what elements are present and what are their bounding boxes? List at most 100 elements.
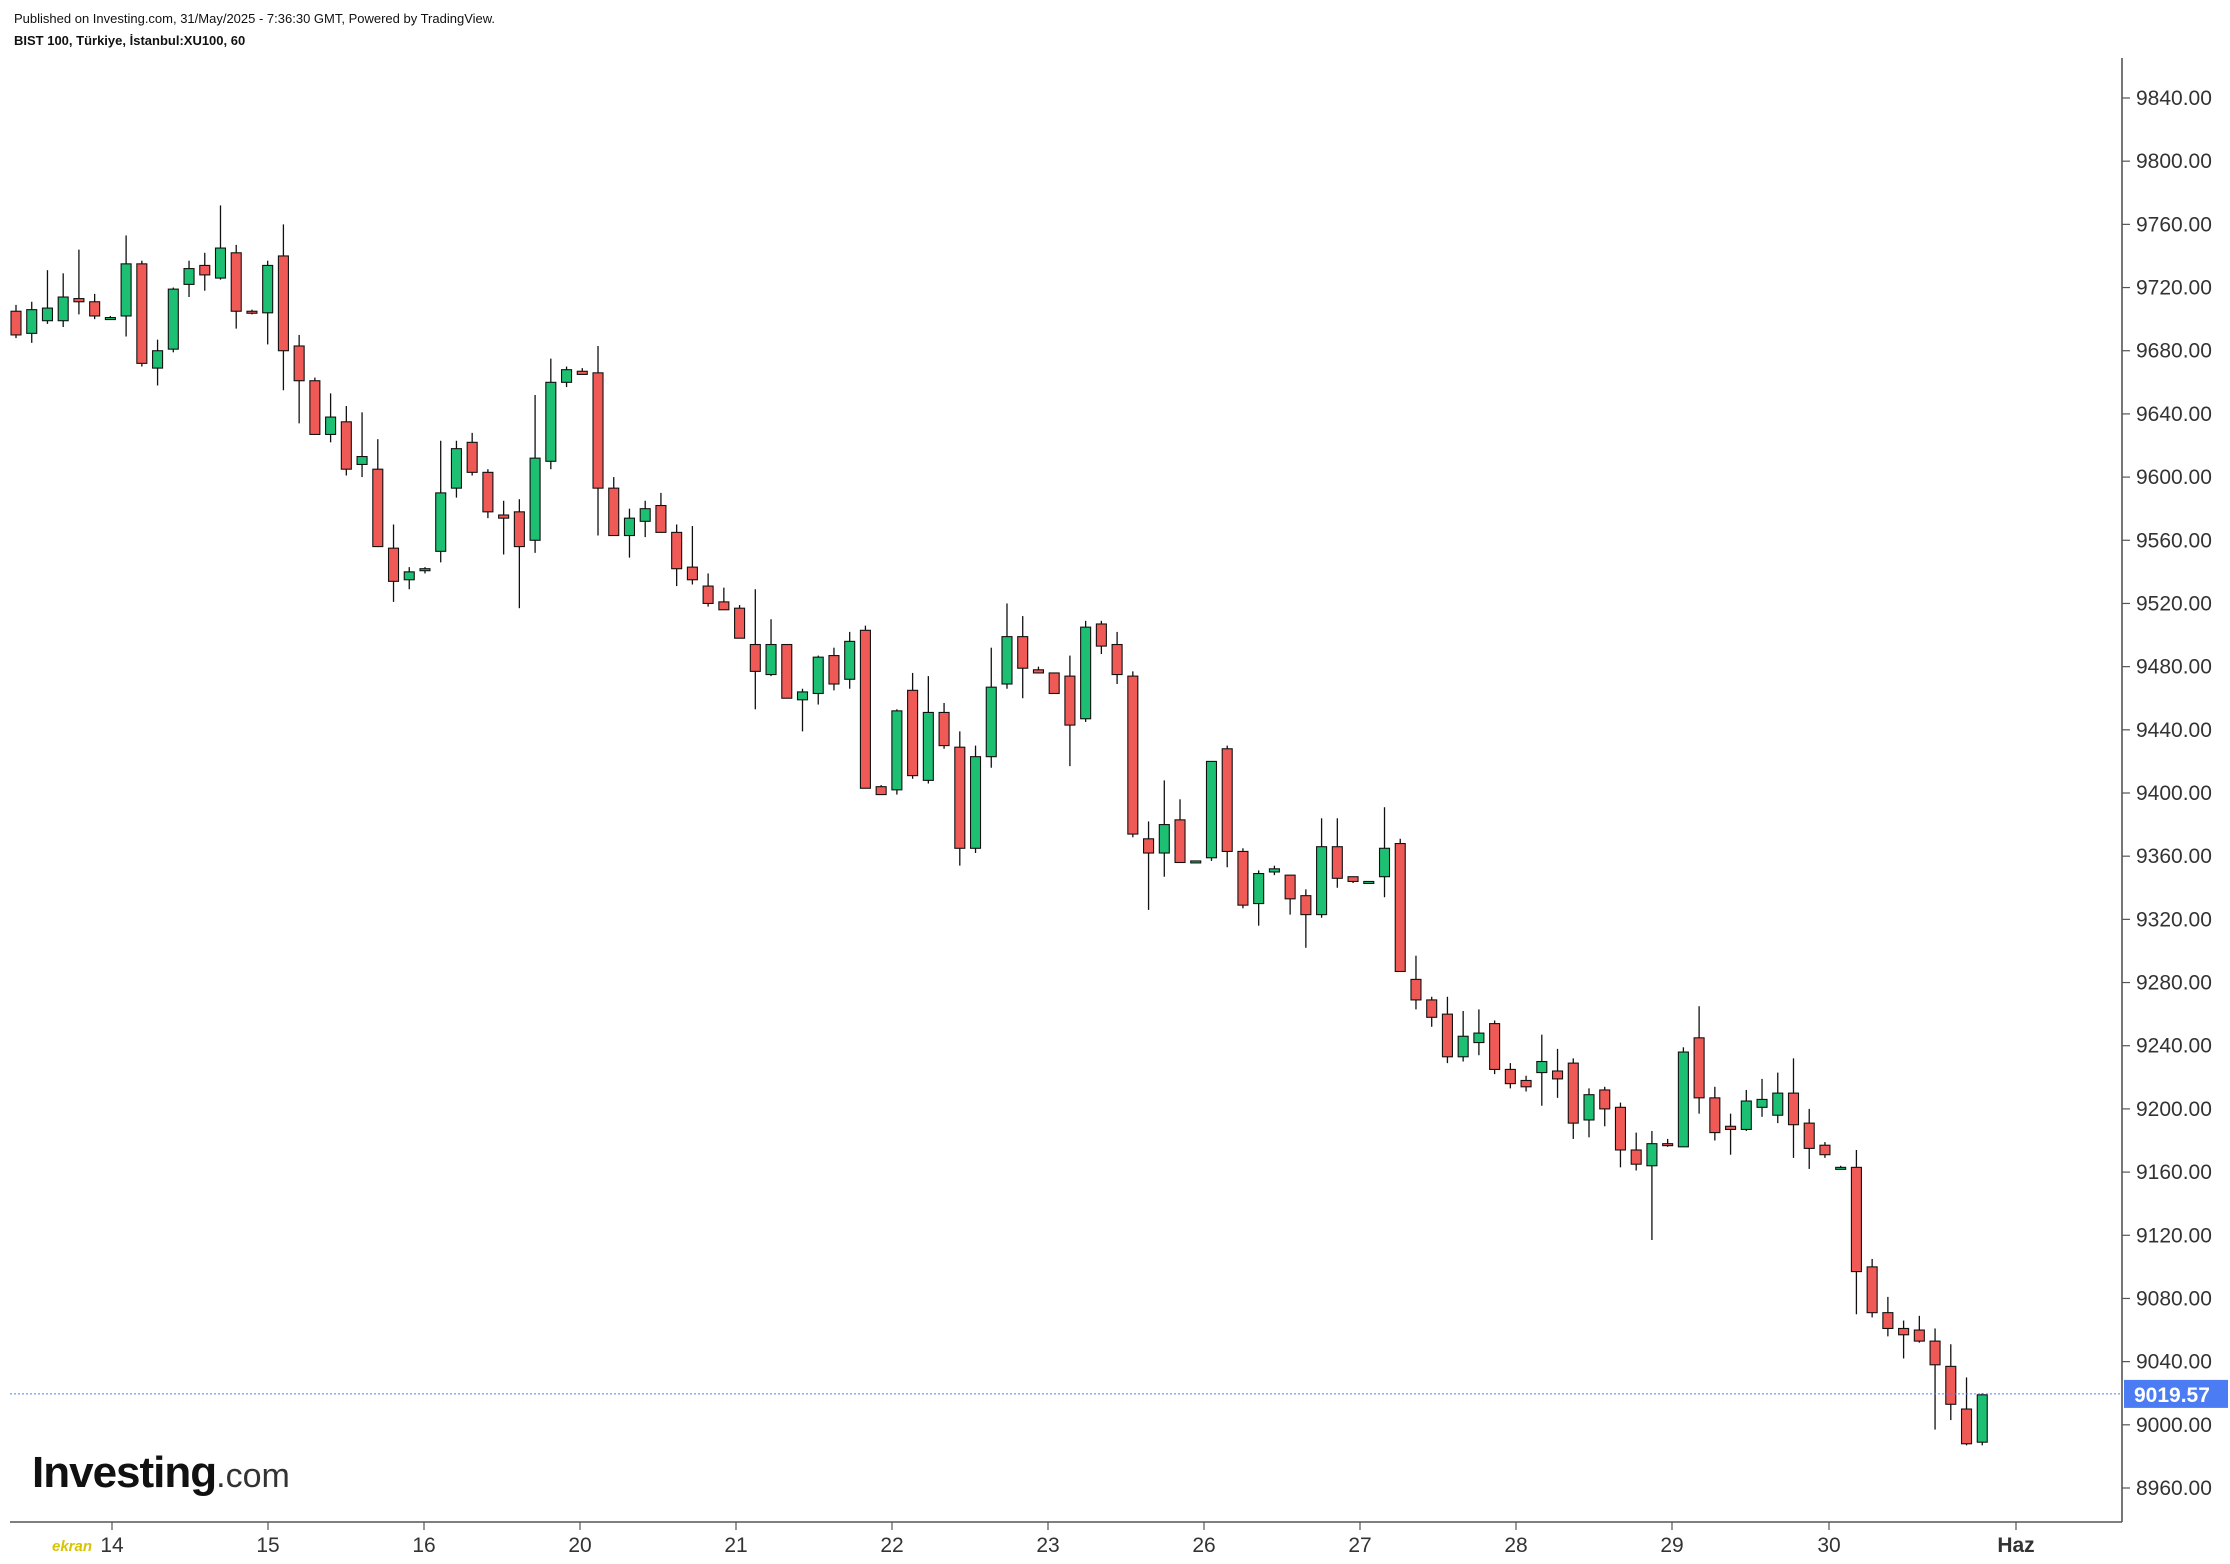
x-tick-label: 29 <box>1660 1534 1683 1557</box>
candle-body <box>372 468 384 548</box>
candle-down <box>513 499 525 609</box>
candle-down <box>1064 655 1076 767</box>
candle-body <box>1536 1060 1548 1074</box>
candle-down <box>749 589 761 710</box>
candle-body <box>309 380 321 435</box>
candle-body <box>387 547 400 582</box>
candle-down <box>1850 1149 1862 1315</box>
candle-body <box>655 504 667 533</box>
y-tick-label: 9080.00 <box>2136 1287 2212 1310</box>
candle-body <box>136 263 148 364</box>
candle-body <box>419 568 431 572</box>
candle-body <box>41 307 54 322</box>
candle-down <box>828 647 840 691</box>
candle-body <box>702 585 714 605</box>
candle-body <box>781 643 793 699</box>
candle-body <box>1237 850 1249 906</box>
candle-up <box>41 270 54 324</box>
candle-body <box>450 448 462 489</box>
candle-down <box>1221 745 1233 868</box>
candle-body <box>1882 1312 1894 1330</box>
candle-body <box>875 786 887 796</box>
candle-up <box>1756 1078 1768 1117</box>
x-tick-label: 21 <box>724 1534 747 1557</box>
candle-body <box>1599 1089 1611 1110</box>
candle-body <box>1740 1100 1752 1130</box>
candle-down <box>938 702 950 749</box>
candle-body <box>1158 824 1170 854</box>
y-tick-label: 9480.00 <box>2136 656 2212 679</box>
watermark: ekran <box>52 1538 93 1555</box>
candle-down <box>954 731 966 866</box>
y-tick-label: 9400.00 <box>2136 782 2212 805</box>
candle-down <box>1693 1006 1705 1114</box>
candle-down <box>686 526 698 585</box>
x-tick-label: 22 <box>880 1534 903 1557</box>
candle-down <box>702 573 714 607</box>
candle-body <box>293 345 305 382</box>
candle-up <box>104 315 116 321</box>
candle-down <box>1866 1258 1878 1318</box>
candle-down <box>907 672 919 779</box>
candle-body <box>1945 1365 1957 1405</box>
candle-down <box>277 224 289 391</box>
candle-body <box>529 457 541 541</box>
candle-body <box>1174 819 1186 864</box>
y-tick-label: 9520.00 <box>2136 592 2212 615</box>
candle-down <box>1237 848 1249 909</box>
candle-up <box>765 619 777 677</box>
candle-up <box>985 647 997 768</box>
candle-down <box>1300 889 1312 948</box>
candle-down <box>592 345 604 536</box>
candle-up <box>969 745 982 854</box>
candle-body <box>718 601 730 611</box>
candle-body <box>938 711 950 747</box>
candle-up <box>1646 1131 1658 1241</box>
candle-down <box>1284 874 1296 915</box>
candle-body <box>1709 1097 1721 1134</box>
candle-up <box>1080 620 1092 722</box>
y-tick-label: 9200.00 <box>2136 1098 2212 1121</box>
candle-body <box>356 456 368 466</box>
candle-up <box>1205 760 1218 861</box>
candle-body <box>859 629 871 789</box>
candle-up <box>183 260 195 298</box>
candle-up <box>922 676 934 784</box>
candle-body <box>907 689 919 777</box>
candle-up <box>560 366 573 388</box>
candle-down <box>1095 620 1107 654</box>
y-tick-label: 9720.00 <box>2136 277 2212 300</box>
candle-body <box>1725 1125 1737 1130</box>
candle-down <box>1410 955 1422 1010</box>
candle-body <box>576 370 588 375</box>
candle-down <box>1803 1108 1815 1169</box>
y-tick-label: 9800.00 <box>2136 150 2212 173</box>
candle-down <box>1048 672 1060 695</box>
candle-body <box>104 317 116 321</box>
candle-up <box>435 440 447 563</box>
candle-down <box>89 293 101 320</box>
candle-body <box>1143 838 1155 854</box>
candle-up <box>26 301 38 343</box>
y-tick-label: 9640.00 <box>2136 403 2212 426</box>
candle-body <box>671 531 683 570</box>
candle-down <box>199 252 211 291</box>
candle-body <box>639 508 651 522</box>
candle-body <box>1772 1092 1784 1116</box>
x-tick-label: 14 <box>100 1534 124 1557</box>
candle-up <box>450 440 462 498</box>
candle-up <box>1740 1089 1752 1132</box>
y-tick-label: 9280.00 <box>2136 972 2212 995</box>
candle-up <box>844 631 856 689</box>
candle-up <box>1457 1010 1469 1062</box>
candle-down <box>387 524 400 602</box>
y-tick-label: 9000.00 <box>2136 1414 2212 1437</box>
candle-body <box>1819 1144 1831 1156</box>
candle-body <box>1378 847 1391 878</box>
candle-down <box>1725 1113 1737 1155</box>
candle-up <box>529 394 541 553</box>
candle-up <box>1378 807 1391 898</box>
candle-body <box>1253 873 1265 905</box>
candle-down <box>608 477 620 537</box>
